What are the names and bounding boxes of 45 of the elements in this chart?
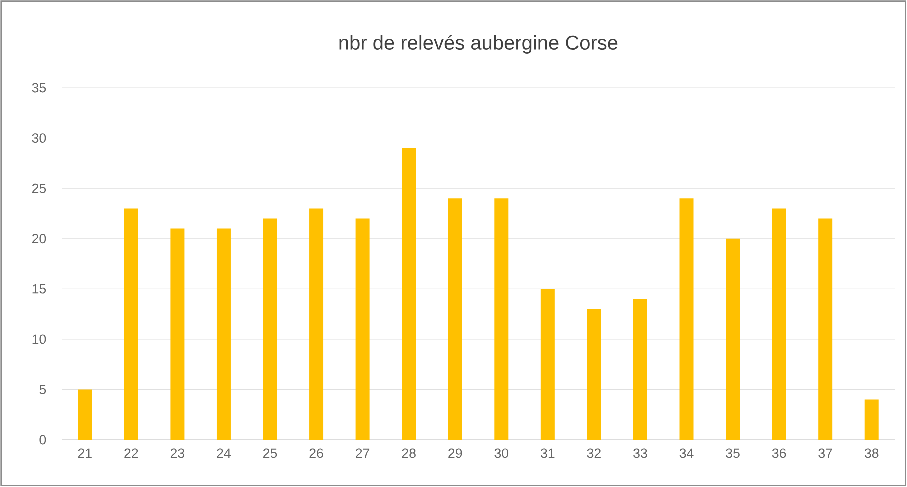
x-tick-label: 38 xyxy=(864,448,879,458)
y-tick-label: 30 xyxy=(32,134,46,144)
x-tick-label: 35 xyxy=(726,448,740,458)
y-tick-label: 35 xyxy=(32,83,46,93)
bar xyxy=(680,198,694,440)
x-tick-label: 27 xyxy=(356,448,370,458)
x-tick-label: 26 xyxy=(310,448,324,458)
x-tick-label: 25 xyxy=(264,448,278,458)
x-tick-label: 24 xyxy=(217,448,231,458)
bar xyxy=(402,148,416,440)
y-tick-label: 5 xyxy=(40,385,46,394)
bar xyxy=(78,390,92,440)
y-tick-label: 0 xyxy=(40,435,46,445)
x-tick-label: 36 xyxy=(772,448,786,458)
x-tick-label: 22 xyxy=(124,448,138,458)
bar xyxy=(540,289,555,440)
bar xyxy=(124,208,138,440)
chart-title: nbr de relevés aubergine Corse xyxy=(340,35,618,54)
x-tick-label: 29 xyxy=(448,448,462,458)
bar xyxy=(633,299,648,440)
y-tick-label: 10 xyxy=(32,334,46,344)
x-tick-label: 34 xyxy=(680,448,694,458)
bar xyxy=(216,228,231,440)
bar xyxy=(310,208,324,440)
bar xyxy=(726,238,740,440)
bar xyxy=(263,218,278,440)
x-tick-label: 21 xyxy=(78,448,92,458)
x-tick-label: 32 xyxy=(587,448,601,458)
bar xyxy=(494,198,509,440)
y-tick-label: 20 xyxy=(32,234,46,244)
bar xyxy=(818,218,833,440)
y-tick-label: 25 xyxy=(32,184,46,194)
bar xyxy=(448,198,462,440)
x-tick-label: 28 xyxy=(402,448,416,458)
y-tick-label: 15 xyxy=(32,284,46,294)
bar xyxy=(170,228,185,440)
x-tick-label: 33 xyxy=(634,448,648,458)
x-tick-label: 30 xyxy=(494,448,509,458)
bar xyxy=(864,400,879,440)
x-tick-label: 23 xyxy=(170,448,185,458)
x-tick-label: 31 xyxy=(541,448,555,458)
bar xyxy=(587,309,602,440)
x-tick-label: 37 xyxy=(818,448,832,458)
bar xyxy=(772,208,786,440)
bar xyxy=(356,218,370,440)
